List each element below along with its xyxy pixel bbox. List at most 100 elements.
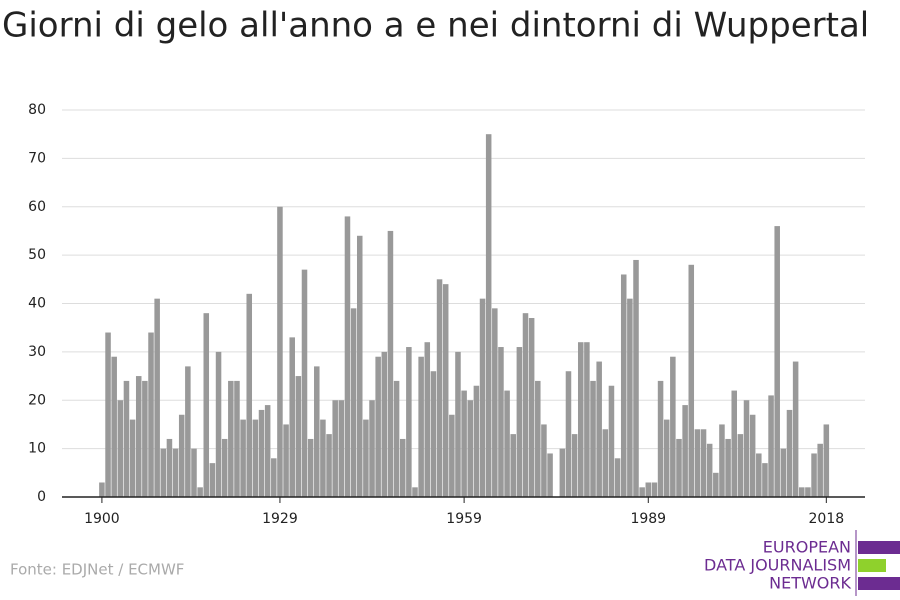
bar	[418, 356, 424, 497]
y-tick-label: 0	[37, 489, 46, 505]
y-tick-label: 80	[28, 102, 46, 118]
bar	[178, 414, 185, 497]
bar	[326, 434, 332, 497]
bar	[823, 424, 830, 497]
bar	[639, 487, 645, 497]
bar	[215, 351, 222, 497]
bar	[713, 472, 719, 497]
bar	[363, 419, 369, 497]
bar	[344, 216, 351, 498]
source: Fonte: EDJNet / ECMWF	[10, 561, 184, 579]
bar	[498, 347, 504, 497]
bar	[301, 269, 308, 497]
bar	[160, 448, 167, 497]
bar	[774, 226, 780, 497]
bar	[172, 448, 179, 497]
bar	[571, 434, 578, 497]
bar	[651, 482, 658, 497]
logo-bar	[858, 559, 886, 572]
bar	[307, 438, 314, 497]
bar	[350, 308, 357, 497]
bar	[295, 376, 302, 497]
bar	[756, 453, 762, 497]
x-tick-label: 1900	[84, 511, 120, 527]
bar	[99, 482, 105, 497]
bar	[467, 400, 474, 497]
bar	[522, 313, 529, 497]
bar	[657, 380, 664, 497]
bar	[277, 206, 283, 497]
bar	[436, 279, 443, 497]
bar	[203, 313, 210, 497]
x-tick-label: 2018	[809, 511, 845, 527]
bar	[535, 380, 541, 497]
y-tick-label: 10	[28, 441, 46, 457]
x-tick-label: 1989	[630, 511, 666, 527]
bar	[799, 487, 805, 497]
y-tick-label: 40	[28, 296, 46, 312]
y-tick-label: 30	[28, 344, 46, 360]
bar	[670, 356, 676, 497]
bar	[780, 448, 787, 497]
bar	[817, 443, 823, 497]
bar	[762, 463, 768, 497]
bar	[528, 318, 535, 497]
bar	[461, 390, 467, 497]
bar	[234, 380, 240, 497]
bar	[688, 264, 695, 497]
bar	[105, 332, 111, 497]
bar	[700, 429, 707, 497]
bar	[749, 414, 756, 497]
logo-bar	[858, 577, 900, 590]
bar	[633, 259, 639, 497]
bar	[559, 448, 566, 497]
bar	[541, 424, 547, 497]
bar	[381, 351, 388, 497]
bar	[393, 380, 400, 497]
bar	[792, 361, 799, 497]
bar	[412, 487, 418, 497]
bar	[645, 482, 652, 497]
bar	[449, 414, 455, 497]
bar	[314, 366, 320, 497]
bar	[246, 293, 253, 497]
bar	[424, 342, 431, 497]
bar	[479, 298, 486, 497]
bar	[516, 347, 523, 497]
bar	[663, 419, 670, 497]
bar	[627, 298, 633, 497]
bar	[547, 453, 553, 497]
y-tick-label: 60	[28, 199, 46, 215]
bar	[283, 424, 289, 497]
bar	[142, 380, 148, 497]
bar	[264, 405, 271, 497]
bar	[786, 409, 793, 497]
bar	[596, 361, 602, 497]
bar	[590, 380, 596, 497]
bar	[584, 342, 590, 497]
bar	[406, 347, 412, 497]
bar	[252, 419, 259, 497]
bar	[455, 351, 461, 497]
bar	[743, 400, 750, 497]
bar	[694, 429, 701, 497]
bar	[356, 235, 363, 497]
bar	[725, 438, 731, 497]
bar	[258, 409, 265, 497]
bar	[240, 419, 246, 497]
bar	[565, 371, 572, 497]
bar	[148, 332, 154, 497]
bar	[620, 274, 627, 497]
bar	[706, 443, 713, 497]
bar	[197, 487, 203, 497]
bar	[731, 390, 737, 497]
bar	[135, 376, 142, 497]
bar	[719, 424, 725, 497]
bar	[737, 434, 744, 497]
bar	[154, 298, 160, 497]
bar	[473, 385, 480, 497]
bar	[320, 419, 326, 497]
bar	[191, 448, 197, 497]
x-tick-label: 1959	[446, 511, 482, 527]
